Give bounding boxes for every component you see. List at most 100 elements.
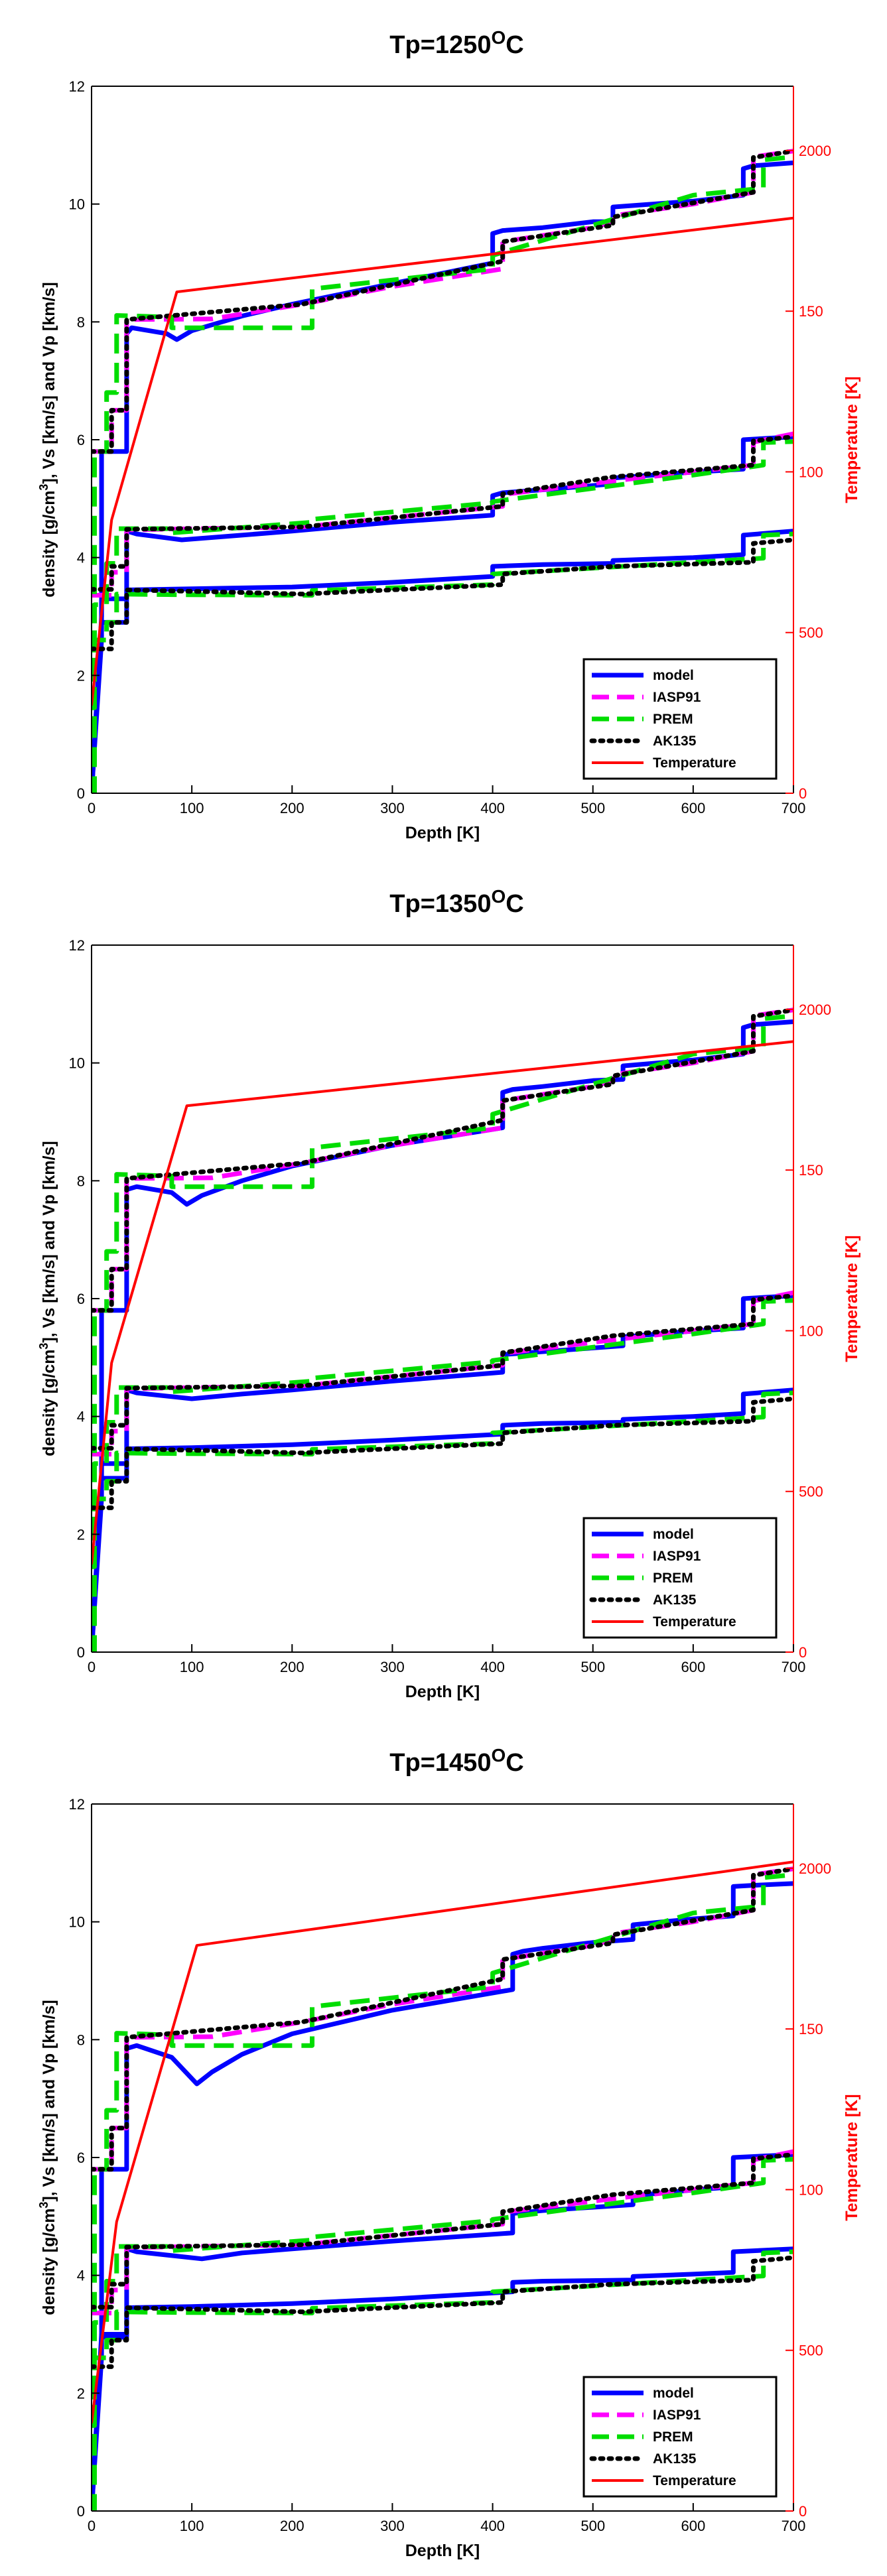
series-line-prem-density bbox=[92, 1390, 793, 1594]
y2-tick-label: 150 bbox=[799, 1162, 823, 1179]
x-tick-label: 200 bbox=[280, 800, 305, 816]
x-tick-label: 300 bbox=[380, 2518, 405, 2534]
legend: model IASP91 PREM AK135 Temperature bbox=[582, 658, 778, 780]
series-line-iasp91-vs bbox=[92, 2149, 793, 2315]
y2-tick-label: 100 bbox=[799, 1322, 823, 1339]
x-tick-label: 500 bbox=[580, 800, 605, 816]
y-tick-label: 6 bbox=[77, 1291, 85, 1307]
series-line-temperature bbox=[92, 1860, 793, 2423]
legend-label: Temperature bbox=[653, 1614, 736, 1630]
chart-panel-tp1350: Tp=1350OC 0 100 200 300 400 500 600 700 0 2 4 6 8 10 12… bbox=[0, 859, 887, 1717]
y2-tick-label: 2000 bbox=[799, 1860, 831, 1877]
x-tick-label: 0 bbox=[88, 800, 96, 816]
series-line-ak135-density bbox=[92, 2255, 793, 2369]
series-group bbox=[92, 1860, 793, 2511]
series-line-temperature bbox=[92, 1040, 793, 1565]
legend-label: AK135 bbox=[653, 1592, 697, 1608]
y2-axis-label: Temperature [K] bbox=[843, 2094, 861, 2221]
series-line-iasp91-vs bbox=[92, 1290, 793, 1456]
x-tick-label: 0 bbox=[88, 1659, 96, 1675]
legend-box bbox=[582, 658, 778, 780]
legend-box bbox=[582, 1517, 778, 1639]
legend-label: IASP91 bbox=[653, 1549, 701, 1564]
y-axis-label: density [g/cm3], Vs [km/s] and Vp [km/s] bbox=[37, 1141, 58, 1456]
y2-tick-label: 0 bbox=[799, 785, 807, 802]
y-tick-label: 4 bbox=[77, 2268, 85, 2284]
series-line-ak135-vp bbox=[92, 149, 793, 454]
chart-panel-tp1250: Tp=1250OC 0 100 200 300 400 500 600 700 0 2 4 6 8 10 12… bbox=[0, 0, 887, 858]
y-tick-label: 4 bbox=[77, 1409, 85, 1425]
series-group bbox=[92, 1007, 793, 1652]
x-tick-label: 600 bbox=[681, 800, 705, 816]
chart-title: Tp=1450OC bbox=[389, 1745, 523, 1777]
series-line-ak135-density bbox=[92, 537, 793, 651]
y-tick-label: 10 bbox=[69, 1914, 85, 1931]
x-tick-label: 400 bbox=[480, 2518, 505, 2534]
x-tick-label: 0 bbox=[88, 2518, 96, 2534]
x-tick-label: 100 bbox=[180, 1659, 204, 1675]
series-group bbox=[92, 149, 793, 793]
legend-label: model bbox=[653, 668, 694, 683]
y2-tick-label: 100 bbox=[799, 2181, 823, 2198]
legend-label: model bbox=[653, 1527, 694, 1542]
y-tick-label: 0 bbox=[77, 785, 85, 802]
chart-title: Tp=1350OC bbox=[389, 886, 523, 918]
x-tick-label: 200 bbox=[280, 1659, 305, 1675]
series-line-prem-density bbox=[92, 531, 793, 736]
series-line-ak135-vs bbox=[92, 434, 793, 592]
y-tick-label: 0 bbox=[77, 1644, 85, 1661]
x-tick-label: 600 bbox=[681, 2518, 705, 2534]
series-line-iasp91-vs bbox=[92, 431, 793, 598]
y2-tick-label: 0 bbox=[799, 2503, 807, 2520]
series-line-prem-vp bbox=[92, 1013, 793, 1569]
legend-label: Temperature bbox=[653, 755, 736, 771]
x-tick-label: 700 bbox=[782, 800, 806, 816]
y-tick-label: 2 bbox=[77, 2385, 85, 2402]
y2-tick-label: 100 bbox=[799, 464, 823, 480]
y2-tick-label: 500 bbox=[799, 625, 823, 641]
y-tick-label: 4 bbox=[77, 550, 85, 566]
x-tick-label: 300 bbox=[380, 1659, 405, 1675]
y-tick-label: 2 bbox=[77, 1526, 85, 1543]
legend-label: model bbox=[653, 2386, 694, 2401]
series-line-temperature bbox=[92, 216, 793, 706]
y-tick-label: 8 bbox=[77, 2031, 85, 2048]
y-tick-label: 12 bbox=[69, 78, 85, 95]
legend-label: AK135 bbox=[653, 2451, 697, 2467]
x-tick-label: 100 bbox=[180, 2518, 204, 2534]
legend-box bbox=[582, 2376, 778, 2498]
y-tick-label: 0 bbox=[77, 2503, 85, 2520]
series-line-prem-vp bbox=[92, 155, 793, 710]
legend-label: PREM bbox=[653, 2429, 693, 2445]
y2-tick-label: 500 bbox=[799, 1484, 823, 1500]
x-axis-label: Depth [K] bbox=[405, 824, 480, 842]
y2-axis-label: Temperature [K] bbox=[843, 376, 861, 503]
y-tick-label: 8 bbox=[77, 1173, 85, 1189]
legend-label: PREM bbox=[653, 1571, 693, 1586]
series-line-ak135-vp bbox=[92, 1007, 793, 1313]
y-tick-label: 12 bbox=[69, 1796, 85, 1813]
y-tick-label: 10 bbox=[69, 1055, 85, 1072]
y2-axis-label: Temperature [K] bbox=[843, 1235, 861, 1362]
legend-label: IASP91 bbox=[653, 2408, 701, 2423]
y-tick-label: 12 bbox=[69, 937, 85, 954]
series-line-ak135-density bbox=[92, 1396, 793, 1510]
y-axis-label: density [g/cm3], Vs [km/s] and Vp [km/s] bbox=[37, 2000, 58, 2315]
y-tick-label: 6 bbox=[77, 432, 85, 448]
legend: model IASP91 PREM AK135 Temperature bbox=[582, 2376, 778, 2498]
y2-tick-label: 2000 bbox=[799, 1001, 831, 1018]
x-axis-label: Depth [K] bbox=[405, 2542, 480, 2560]
y2-tick-label: 0 bbox=[799, 1644, 807, 1661]
y-tick-label: 10 bbox=[69, 196, 85, 213]
legend-label: IASP91 bbox=[653, 690, 701, 705]
x-tick-label: 700 bbox=[782, 2518, 806, 2534]
legend-label: PREM bbox=[653, 712, 693, 727]
y2-tick-label: 150 bbox=[799, 303, 823, 320]
chart-title: Tp=1250OC bbox=[389, 27, 523, 59]
y2-tick-label: 150 bbox=[799, 2021, 823, 2037]
x-tick-label: 500 bbox=[580, 2518, 605, 2534]
legend: model IASP91 PREM AK135 Temperature bbox=[582, 1517, 778, 1639]
y-axis-label: density [g/cm3], Vs [km/s] and Vp [km/s] bbox=[37, 282, 58, 597]
